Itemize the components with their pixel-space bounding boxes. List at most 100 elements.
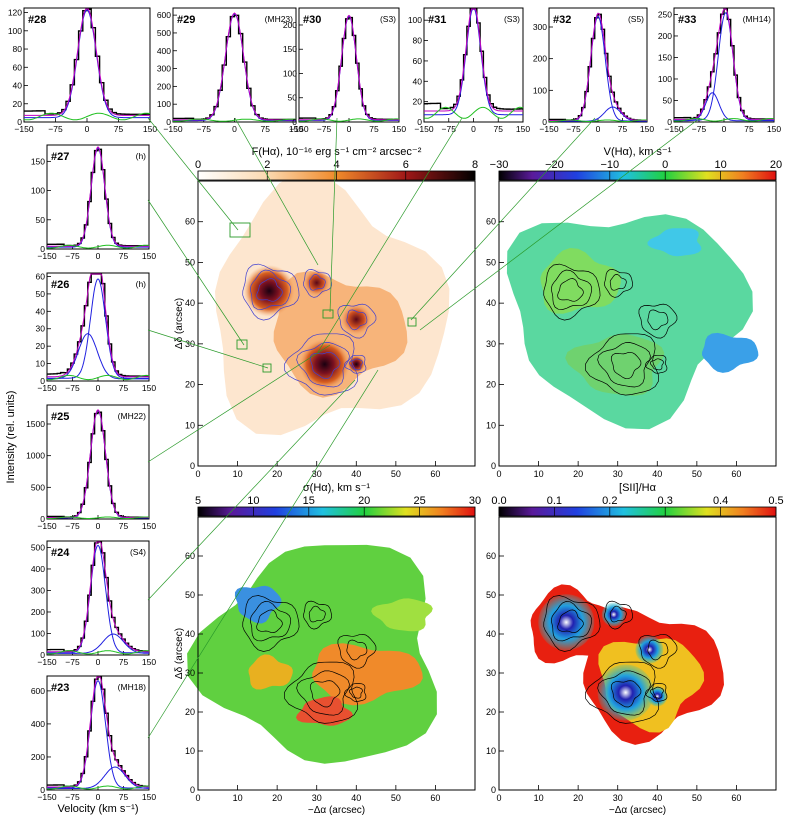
spectrum-panel-24: 0 100 200 300 400 500 −150 −75 0 75 150 #24 (S4) [31,540,156,667]
x-tick-label: 20 [272,793,282,803]
y-tick-label: 100 [8,26,22,36]
y-tick-label: 60 [13,62,23,72]
dispersion-patch [296,696,353,726]
x-tick-label: 30 [312,793,322,803]
main-component [47,544,149,654]
colorbar-tick-label: 0.2 [602,495,617,507]
spectrum-panel-32: 0 100 200 300 −150 −75 0 75 150 #32 (S5) [533,7,654,134]
y-tick-label: 100 [283,68,297,78]
colorbar-tick-label: 0 [195,159,201,171]
colorbar-tick-label: −20 [545,159,564,171]
map-title: V(Hα), km s⁻¹ [604,146,672,158]
x-tick-label: 30 [613,469,623,479]
colorbar-tick-label: 6 [403,159,409,171]
x-tick-label: 150 [142,792,156,802]
y-tick-label: 30 [486,668,496,678]
second-component [47,766,149,789]
hii-region-1 [538,594,595,651]
spectrum-panel-30: 0 50 100 150 200 −150 −75 0 75 150 #30 (S3) [283,7,406,134]
flux-contour [250,601,292,642]
panel-number: #31 [428,14,446,26]
y-tick-label: 200 [533,54,547,64]
x-tick-label: −150 [14,124,33,134]
velocity-patch [647,228,702,257]
observed-profile [299,16,399,120]
y-tick-label: 50 [185,257,195,267]
x-tick-label: 50 [391,469,401,479]
y-tick-label: 0 [40,650,45,660]
second-component [674,92,774,122]
residual [46,244,150,249]
y-tick-label: 60 [36,271,46,281]
x-tick-label: 0 [85,124,90,134]
x-tick-label: 30 [613,793,623,803]
flux-contour [242,595,300,652]
y-tick-label: 200 [283,20,297,30]
x-tick-label: 0 [96,251,101,261]
x-tick-label: 150 [516,124,530,134]
colorbar-tick-label: −30 [490,159,509,171]
x-tick-label: 75 [119,657,129,667]
leader-line [317,117,463,353]
x-tick-label: 150 [142,657,156,667]
y-tick-label: 200 [31,752,45,762]
y-tick-label: 400 [31,564,45,574]
total-fit [47,409,149,518]
leader-line [329,117,338,313]
colorbar-tick-label: 0.5 [768,495,783,507]
flux-contour [346,639,368,661]
flux-contour [604,600,633,630]
flux-contour [250,269,292,310]
leader-line [147,329,269,369]
y-tick-label: 150 [283,44,297,54]
colorbar-tick-label: 15 [303,495,315,507]
second-component [47,633,149,654]
spectrum-panel-33: 0 50 100 150 200 250 −150 −75 0 75 150 #33 (MH14) [658,7,781,134]
x-tick-label: 0 [347,124,352,134]
flux-contour [284,661,358,724]
y-tick-label: 30 [486,339,496,349]
y-tick-label: 100 [408,15,422,25]
y-tick-label: 20 [185,707,195,717]
x-tick-label: 50 [391,793,401,803]
x-tick-label: 75 [114,124,124,134]
y-tick-label: 0 [40,376,45,386]
x-tick-label: 10 [534,469,544,479]
y-tick-label: 30 [185,339,195,349]
leader-line [147,199,245,346]
x-tick-label: −150 [37,792,56,802]
y-tick-label: 0 [417,117,422,127]
residual [298,118,399,122]
flux-contour [585,661,659,724]
residual [548,119,648,122]
colorbar-tick-label: 4 [333,159,339,171]
residual [23,112,151,121]
panel-number: #33 [678,14,696,26]
main-component [549,15,647,122]
main-component [24,9,150,119]
panel-tag: (MH14) [743,14,772,24]
flux-contour [638,633,678,669]
x-tick-label: −75 [566,124,581,134]
colorbar-tick-label: 0.3 [658,495,673,507]
y-tick-label: 1000 [26,451,45,461]
map-frame [197,516,476,791]
flux-contour [309,351,341,380]
y-tick-label: 100 [31,186,45,196]
x-axis-label: Velocity (km s⁻¹) [58,803,139,815]
spectrum-panel-26: 0 10 20 30 40 50 60 −150 −75 0 75 150 #26 (h) [36,271,157,393]
x-tick-label: 0 [96,521,101,531]
x-tick-label: 150 [142,521,156,531]
flux-contour [638,303,678,339]
colorbar-tick-label: −10 [600,159,619,171]
colorbar-tick-label: 2 [264,159,270,171]
panel-tag: (S5) [628,14,644,24]
flux-contour [348,358,363,371]
y-tick-label: 300 [533,22,547,32]
y-tick-label: 400 [31,719,45,729]
x-tick-label: 10 [233,793,243,803]
residual [46,516,150,519]
hii-region-5 [647,686,668,707]
y-tick-label: 60 [185,551,195,561]
map-frame [498,180,777,467]
